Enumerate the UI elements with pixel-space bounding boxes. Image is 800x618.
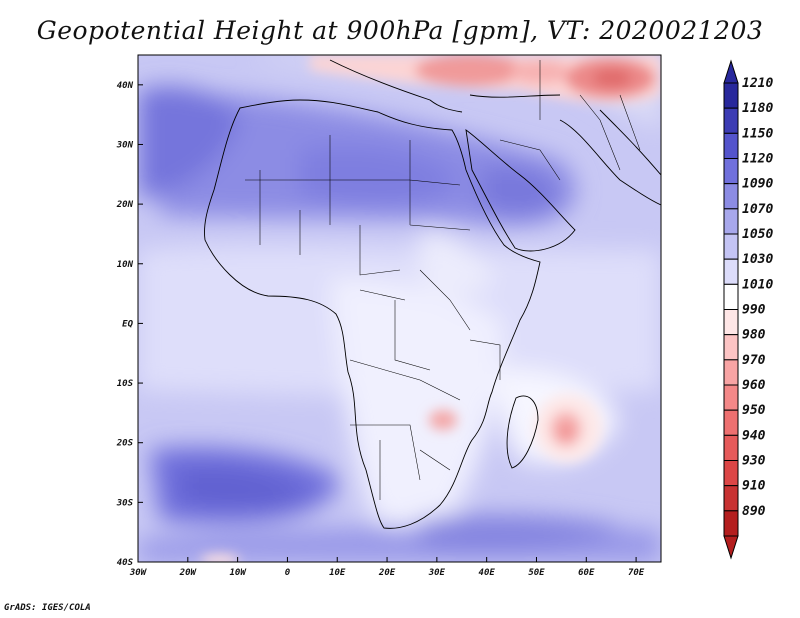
y-tick-label: 20S — [116, 439, 134, 449]
colorbar-swatch — [723, 158, 739, 185]
iran-coast — [559, 119, 661, 206]
grads-credit: GrADS: IGES/COLA — [4, 603, 91, 613]
colorbar-swatch — [723, 233, 739, 260]
colorbar-label: 970 — [742, 353, 766, 368]
x-tick-label: 60E — [578, 568, 595, 578]
x-tick-label: 20W — [179, 568, 198, 578]
colorbar-label: 1030 — [742, 252, 773, 267]
colorbar-swatch — [723, 309, 739, 336]
x-tick-label: 70E — [628, 568, 645, 578]
colorbar-swatch — [723, 283, 739, 311]
colorbar-swatch — [723, 82, 739, 109]
colorbar-label: 980 — [742, 328, 766, 343]
y-tick-label: 30S — [116, 498, 134, 508]
madagascar-coast — [506, 395, 539, 469]
colorbar-label: 990 — [742, 303, 766, 318]
low-centers — [200, 55, 661, 562]
x-tick-label: 50E — [528, 568, 545, 578]
colorbar-swatch — [723, 434, 739, 462]
x-tick-label: 40E — [479, 568, 496, 578]
colorbar-label: 960 — [742, 378, 766, 393]
colorbar: 1210 1180 1150 1120 1090 1070 1050 1030 1010 990 9… — [723, 59, 773, 560]
colorbar-swatch — [723, 510, 739, 537]
arabia-coast — [465, 129, 576, 252]
colorbar-label: 1090 — [742, 177, 773, 192]
colorbar-swatch — [723, 132, 739, 159]
colorbar-label: 940 — [742, 428, 766, 443]
coastlines — [204, 59, 661, 529]
y-tick-label: 30N — [116, 140, 134, 150]
colorbar-swatch — [723, 334, 739, 361]
north-coast — [329, 59, 661, 176]
colorbar-extend-max — [723, 59, 739, 84]
colorbar-swatch — [723, 258, 739, 285]
colorbar-label: 910 — [742, 479, 766, 494]
colorbar-label: 1120 — [742, 152, 773, 167]
colorbar-swatch — [723, 384, 739, 411]
colorbar-label: 1070 — [742, 202, 773, 217]
colorbar-label: 1150 — [742, 126, 773, 141]
colorbar-label: 1010 — [742, 277, 773, 292]
colorbar-swatch — [723, 409, 739, 436]
colorbar-swatch — [723, 485, 739, 512]
x-tick-label: 30E — [428, 568, 446, 578]
y-tick-label: 40N — [117, 81, 134, 91]
colorbar-label: 1180 — [742, 101, 773, 116]
colorbar-label: 1210 — [742, 76, 773, 91]
colorbar-extend-min — [723, 535, 739, 560]
y-tick-label: 10N — [117, 260, 134, 270]
colorbar-swatch — [723, 359, 739, 386]
y-tick-label: 20N — [116, 200, 134, 210]
colorbar-label: 950 — [742, 403, 766, 418]
africa-coast — [204, 99, 541, 529]
y-tick-label: 40S — [117, 558, 134, 568]
map-title: Geopotential Height at 900hPa [gpm], VT:… — [36, 16, 764, 45]
y-tick-label: EQ — [122, 319, 133, 329]
y-axis: 40S 30S 20S 10S EQ 10N 20N 30N 40N — [116, 81, 143, 568]
y-tick-label: 10S — [117, 379, 134, 389]
colorbar-swatch — [723, 460, 739, 487]
height-field — [138, 55, 661, 562]
plot-frame — [137, 54, 662, 563]
x-tick-label: 30W — [129, 568, 148, 578]
colorbar-swatch — [723, 208, 739, 235]
country-borders — [245, 60, 641, 500]
x-tick-label: 10E — [329, 568, 346, 578]
x-axis: 30W 20W 10W 0 10E 20E 30E 40E 50E 60E 70E — [129, 557, 645, 578]
colorbar-label: 890 — [742, 504, 766, 519]
colorbar-swatch — [723, 107, 739, 134]
x-tick-label: 20E — [378, 568, 396, 578]
colorbar-label: 1050 — [742, 227, 773, 242]
colorbar-swatch — [723, 183, 739, 210]
x-tick-label: 0 — [285, 568, 291, 578]
x-tick-label: 10W — [229, 568, 247, 578]
field-blobs — [138, 55, 661, 562]
colorbar-label: 930 — [742, 454, 766, 469]
